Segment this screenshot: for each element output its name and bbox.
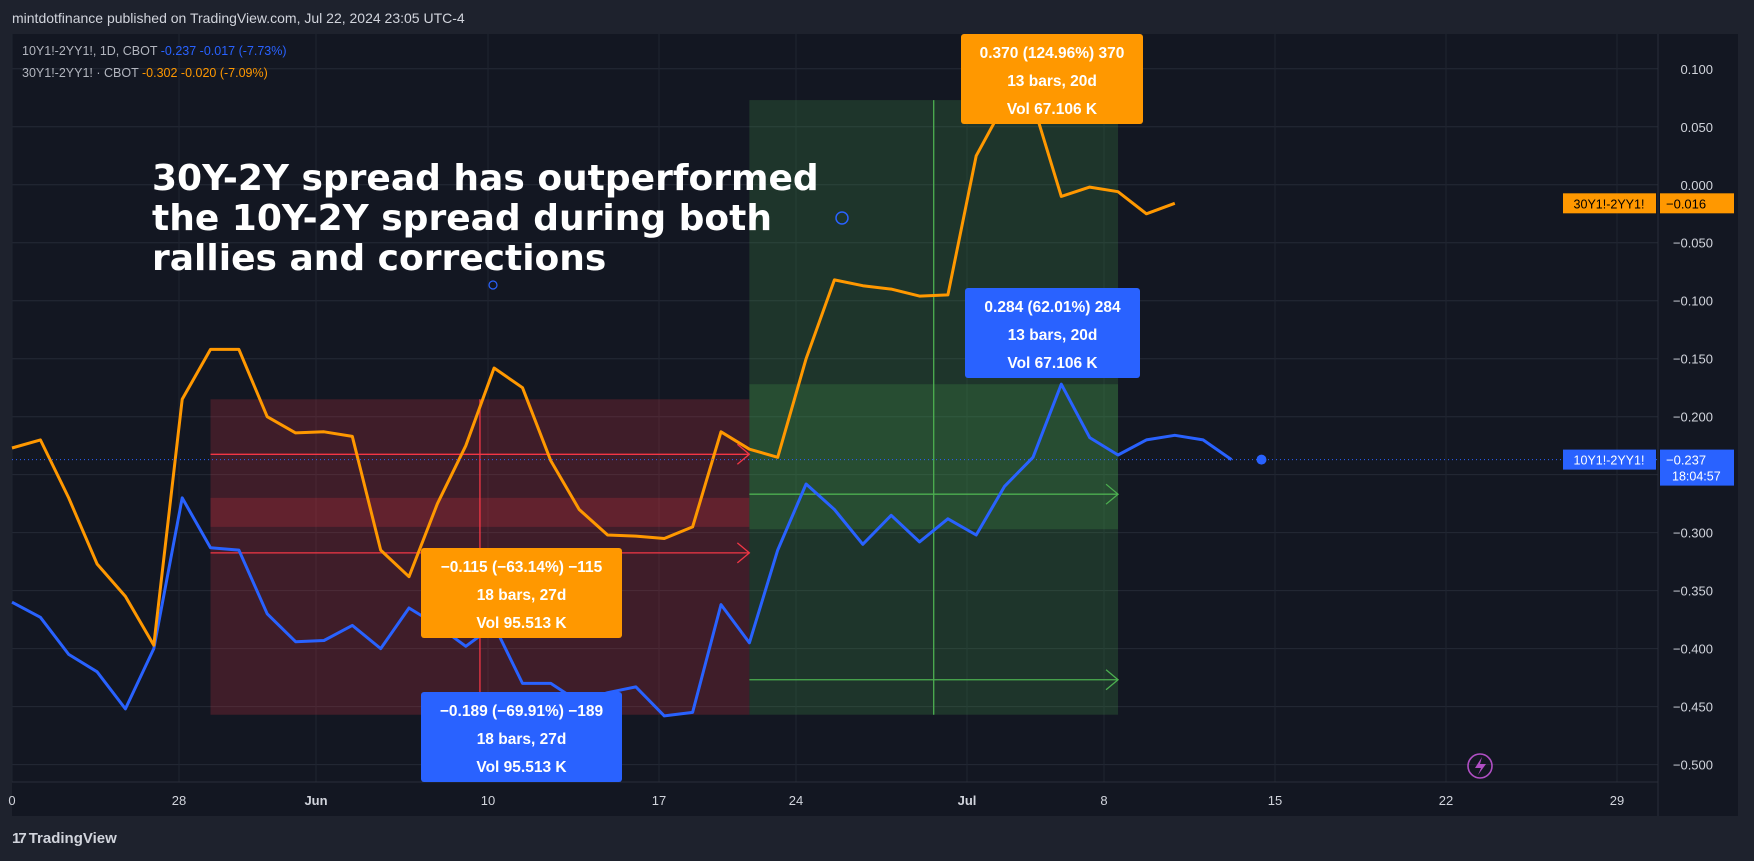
range-arrowhead-right [736, 443, 751, 465]
series-name-tag [1563, 449, 1656, 470]
y-tick-label: 0.000 [1680, 178, 1713, 193]
lightning-icon [1467, 753, 1493, 779]
range-info-text: Vol 95.513 K [476, 615, 567, 632]
point-marker [488, 280, 498, 290]
range-arrowhead-right [736, 542, 751, 564]
range-info-box [421, 692, 622, 782]
last-point-marker [1256, 454, 1267, 465]
series-line-10y2y [11, 382, 1233, 718]
x-tick-label: Jul [958, 793, 977, 808]
range-info-text: −0.189 (−69.91%) −189 [440, 703, 604, 720]
legend-series-value: -0.237 [160, 44, 197, 58]
range-arrowhead-right [1105, 669, 1120, 691]
tradingview-logo-icon: 17 [12, 830, 27, 847]
y-tick-label: −0.200 [1673, 410, 1713, 425]
published-header: mintdotfinance published on TradingView.… [12, 10, 465, 26]
series-name-tag-text: 10Y1!-2YY1! [1574, 454, 1645, 468]
x-tick-label: 22 [1439, 793, 1453, 808]
range-info-text: 18 bars, 27d [477, 587, 567, 604]
x-tick-label: 17 [652, 793, 666, 808]
legend-series-value: -0.302 [141, 66, 178, 80]
x-tick-label: 8 [1100, 793, 1107, 808]
range-info-text: 0.284 (62.01%) 284 [984, 299, 1121, 316]
range-info-text: 13 bars, 20d [1007, 73, 1097, 90]
range-info-box [965, 288, 1140, 378]
y-tick-label: −0.500 [1673, 758, 1713, 773]
point-marker [835, 211, 849, 225]
y-tick-label: −0.300 [1673, 526, 1713, 541]
x-tick-label: Jun [304, 793, 327, 808]
y-tick-label: 0.050 [1680, 120, 1713, 135]
range-info-text: 13 bars, 20d [1008, 327, 1098, 344]
series-name-tag-text: 30Y1!-2YY1! [1574, 197, 1645, 211]
tradingview-logo-text: TradingView [28, 830, 117, 847]
tradingview-logo[interactable]: 17 TradingView [12, 830, 117, 847]
y-tick-label: −0.150 [1673, 352, 1713, 367]
range-info-box [421, 548, 622, 638]
range-info-box [961, 34, 1143, 124]
legend-series-10y2y[interactable]: 10Y1!-2YY1!, 1D, CBOT -0.237 -0.017 (-7.… [22, 44, 287, 58]
range-info-text: −0.115 (−63.14%) −115 [441, 559, 603, 576]
last-value-label [1660, 193, 1734, 214]
range-info-text: Vol 67.106 K [1007, 101, 1098, 118]
y-tick-label: −0.450 [1673, 700, 1713, 715]
countdown-timer: 18:04:57 [1672, 470, 1721, 484]
x-tick-label: 10 [481, 793, 495, 808]
legend-series-name: 30Y1!-2YY1! · CBOT [22, 66, 139, 80]
legend-series-change: -0.020 (-7.09%) [180, 66, 268, 80]
y-tick-label: −0.050 [1673, 236, 1713, 251]
series-name-tag [1563, 193, 1656, 214]
series-line-30y2y [11, 102, 1176, 647]
last-value-text: −0.016 [1666, 196, 1706, 211]
range-info-text: 18 bars, 27d [477, 731, 567, 748]
y-tick-label: −0.400 [1673, 642, 1713, 657]
chart-annotation-text: the 10Y-2Y spread during both [152, 198, 772, 239]
lightning-icon-glyph [1475, 757, 1486, 775]
legend-series-30y2y[interactable]: 30Y1!-2YY1! · CBOT -0.302 -0.020 (-7.09%… [22, 66, 268, 80]
y-tick-label: −0.350 [1673, 584, 1713, 599]
last-value-text: −0.237 [1666, 453, 1706, 468]
chart-annotation-text: 30Y-2Y spread has outperformed [152, 158, 819, 199]
range-info-text: 0.370 (124.96%) 370 [980, 45, 1125, 62]
x-tick-label: 0 [8, 793, 15, 808]
range-info-text: Vol 67.106 K [1007, 355, 1098, 372]
chart-annotation-text: rallies and corrections [152, 238, 606, 279]
range-info-text: Vol 95.513 K [476, 759, 567, 776]
last-value-label [1660, 449, 1734, 486]
y-tick-label: 0.100 [1680, 62, 1713, 77]
chart-area[interactable] [12, 34, 1738, 816]
legend-series-change: -0.017 (-7.73%) [199, 44, 287, 58]
x-tick-label: 15 [1268, 793, 1282, 808]
y-tick-label: −0.100 [1673, 294, 1713, 309]
range-arrowhead-right [1105, 483, 1120, 505]
x-tick-label: 29 [1610, 793, 1624, 808]
x-tick-label: 28 [172, 793, 186, 808]
legend-series-name: 10Y1!-2YY1!, 1D, CBOT [22, 44, 158, 58]
x-tick-label: 24 [789, 793, 803, 808]
